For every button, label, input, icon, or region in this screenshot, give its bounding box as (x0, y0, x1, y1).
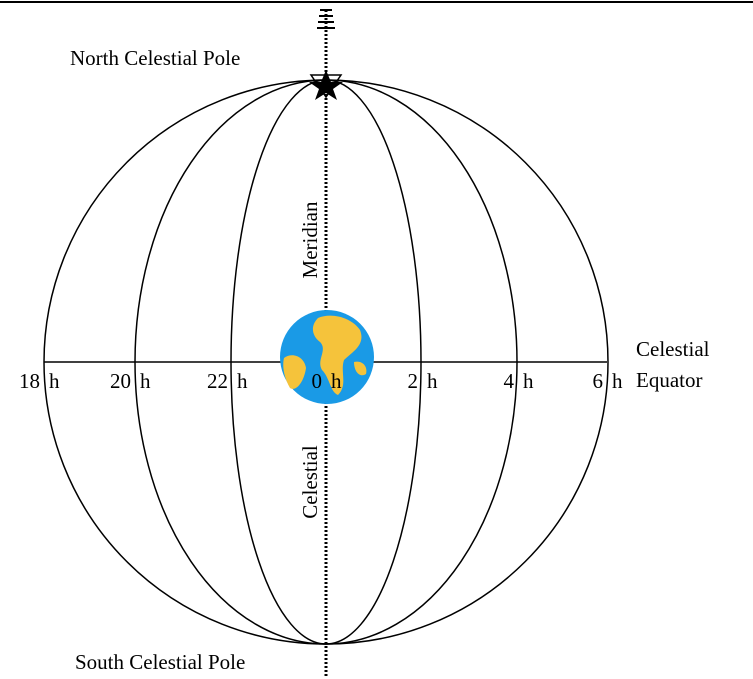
hour-value: 4 (504, 369, 515, 393)
axis-arrow (317, 9, 335, 29)
hour-value: 6 (593, 369, 604, 393)
south-pole-label: South Celestial Pole (75, 650, 245, 674)
earth-land (283, 355, 306, 389)
hour-value: 2 (408, 369, 419, 393)
hour-value: 20 (110, 369, 131, 393)
hour-unit: h (331, 369, 342, 393)
hour-unit: h (49, 369, 60, 393)
equator-label: Celestial (636, 337, 710, 361)
hour-value: 22 (207, 369, 228, 393)
earth-land (312, 315, 362, 395)
earth-land (354, 361, 367, 376)
equator-label: Equator (636, 368, 702, 392)
north-star (309, 70, 343, 100)
hour-unit: h (523, 369, 534, 393)
meridian-label: Celestial (298, 445, 322, 519)
north-pole-label: North Celestial Pole (70, 46, 240, 70)
meridian-label: Meridian (298, 201, 322, 278)
hour-value: 0 (312, 369, 323, 393)
hour-unit: h (612, 369, 623, 393)
hour-labels: 18 h 20 h 22 h 0 h 2 h 4 h 6 h (19, 369, 623, 393)
hour-value: 18 (19, 369, 40, 393)
hour-unit: h (427, 369, 438, 393)
hour-unit: h (237, 369, 248, 393)
hour-unit: h (140, 369, 151, 393)
earth (280, 310, 374, 404)
